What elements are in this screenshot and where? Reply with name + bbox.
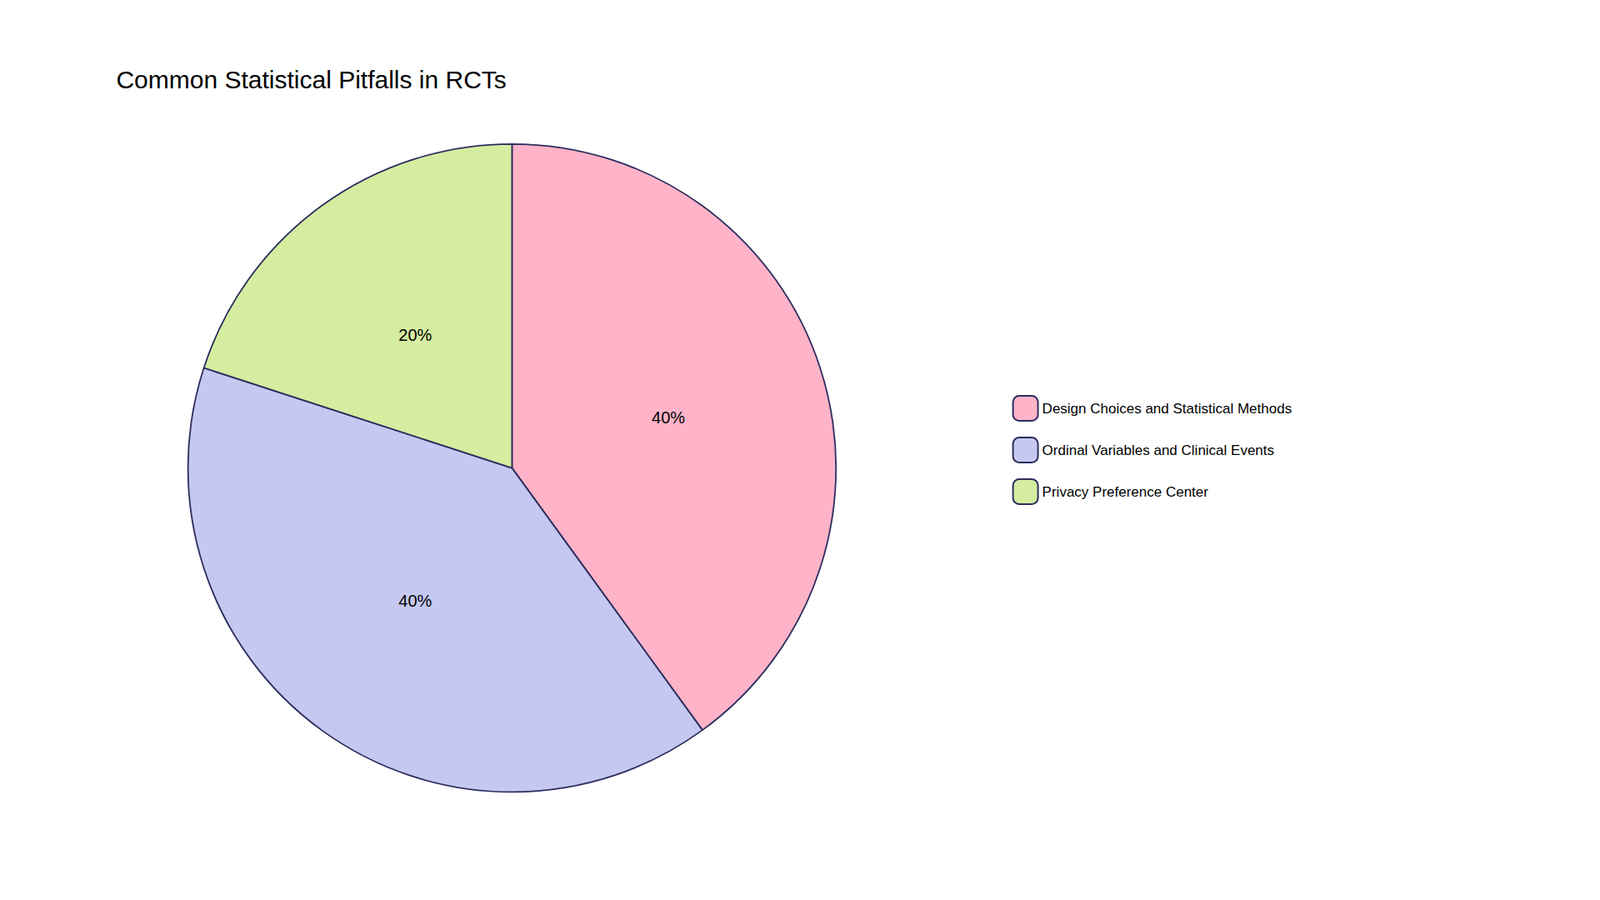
svg-text:40%: 40%: [398, 591, 432, 610]
svg-text:Common Statistical Pitfalls in: Common Statistical Pitfalls in RCTs: [115, 65, 506, 94]
svg-text:Ordinal Variables and Clinical: Ordinal Variables and Clinical Events: [1042, 442, 1275, 459]
svg-text:Design Choices and Statistical: Design Choices and Statistical Methods: [1042, 400, 1293, 417]
svg-text:40%: 40%: [651, 408, 685, 427]
svg-text:Privacy Preference Center: Privacy Preference Center: [1042, 484, 1210, 500]
svg-text:20%: 20%: [398, 325, 432, 345]
